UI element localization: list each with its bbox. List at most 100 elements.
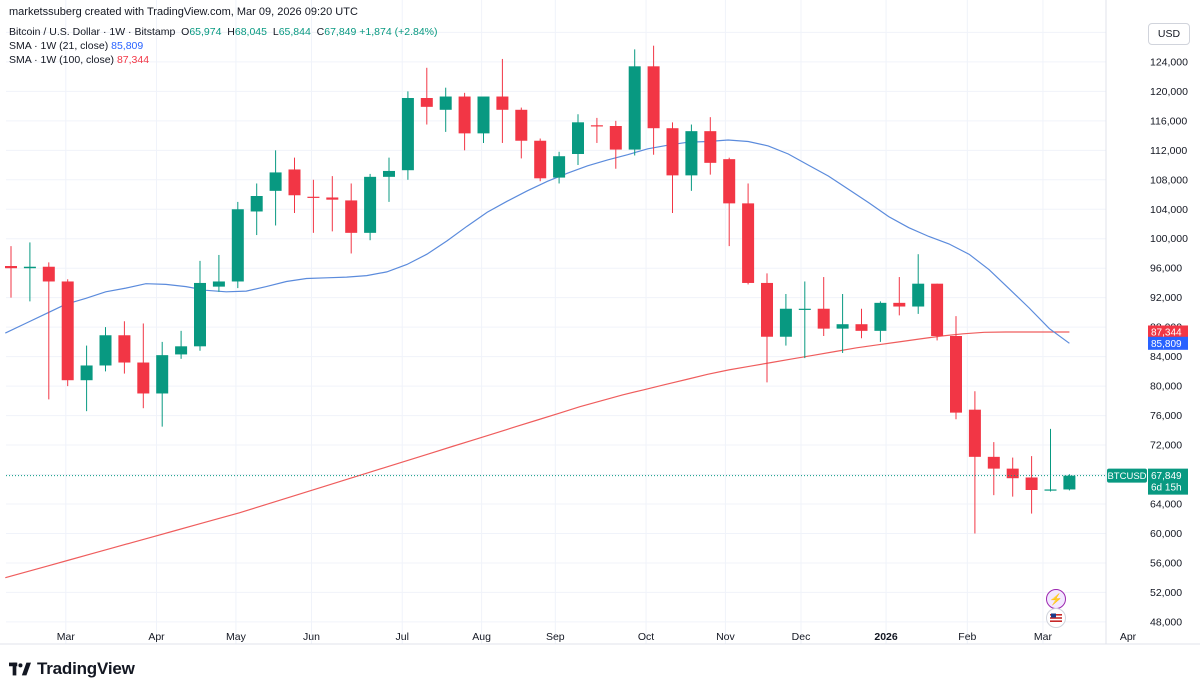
x-tick-label: Mar [1034,631,1053,643]
sma21-legend[interactable]: SMA · 1W (21, close) 85,809 [9,40,143,52]
candle-body [477,96,490,134]
y-tick-label: 120,000 [1150,86,1188,98]
candle-body [420,98,433,107]
candle-body [1044,489,1057,491]
candle-body [515,109,528,141]
candle-body [572,122,584,154]
candle-body [761,282,773,337]
candle-body [817,308,830,329]
candle-body [1063,475,1076,490]
y-tick-label: 108,000 [1150,174,1188,186]
x-tick-label: 2026 [874,631,898,643]
candle-body [439,96,452,110]
x-tick-label: Nov [716,631,735,643]
candle-body [779,308,792,337]
y-tick-label: 112,000 [1150,145,1187,157]
currency-button[interactable]: USD [1148,23,1190,45]
candle-body [401,98,414,171]
sma21-label: SMA · 1W (21, close) [9,40,109,52]
sma-21-layer [5,139,1070,344]
candle-body [137,362,150,394]
candle-body [326,197,339,200]
y-tick-label: 92,000 [1150,292,1182,304]
candle-body [704,131,717,163]
sma-100-line [5,331,1070,579]
candle-body [99,335,112,366]
y-tick-label: 80,000 [1150,381,1182,393]
sma21-value: 85,809 [111,40,144,52]
symbol-tag [1107,468,1147,483]
candle-body [874,302,887,331]
us-flag-icon[interactable] [1046,608,1066,628]
y-tick-label: 124,000 [1150,56,1188,68]
candle-body [269,172,282,191]
y-tick-label: 64,000 [1150,499,1182,511]
candle-body [590,125,603,127]
sma-21-line [5,139,1070,344]
sma100-legend[interactable]: SMA · 1W (100, close) 87,344 [9,54,149,66]
candle-body [855,324,868,331]
sma100-value: 87,344 [116,54,150,66]
candle-body [5,266,17,269]
candle-body [80,365,93,381]
candle-body [534,140,547,179]
symbol-legend[interactable]: Bitcoin / U.S. Dollar · 1W · Bitstamp O6… [9,26,438,38]
sma-price-text: 85,809 [1151,339,1182,350]
candle-body [723,159,736,204]
y-tick-label: 60,000 [1150,528,1182,540]
x-tick-label: Jun [303,631,320,643]
sma100-label: SMA · 1W (100, close) [9,54,115,66]
sma-price-tag [1148,336,1188,350]
candle-body [175,346,188,355]
candle-body [288,169,301,196]
x-tick-label: Aug [472,631,491,643]
candle-body [628,66,641,150]
current-price-text: 67,849 [1151,471,1182,482]
y-tick-label: 76,000 [1150,410,1182,422]
symbol-title: Bitcoin / U.S. Dollar · 1W · Bitstamp [9,26,176,38]
candle-body [250,196,263,212]
x-tick-label: Dec [792,631,811,643]
candlestick-layer [5,45,1076,534]
ohlc-change: +1,874 (+2.84%) [359,26,438,38]
candle-body [383,170,395,177]
ohlc-close: C67,849 [316,26,357,38]
candle-body [742,203,755,283]
candle-body [987,456,1000,469]
event-bolt-icon[interactable]: ⚡ [1046,589,1066,609]
x-tick-label: Jul [396,631,409,643]
candle-body [647,66,660,129]
x-tick-label: May [226,631,247,643]
tradingview-logo-icon [9,662,31,676]
candle-body [931,283,944,336]
y-tick-label: 84,000 [1150,351,1182,363]
y-tick-label: 104,000 [1150,204,1188,216]
brand-name: TradingView [37,659,135,678]
time-axis[interactable]: Mar Apr May Jun Jul Aug Sep Oct Nov Dec 2026 Feb Mar… [0,631,1200,645]
ohlc-open: O65,974 [181,26,222,38]
candle-body [968,409,981,457]
symbol-tag-text: BTCUSD [1107,471,1146,482]
candle-body [118,335,131,363]
candle-body [1025,477,1038,490]
candle-body [194,282,206,347]
y-tick-label: 100,000 [1150,233,1188,245]
candle-body [685,131,698,176]
candle-body [23,266,36,269]
x-tick-label: Feb [958,631,976,643]
price-axis-bg [1106,0,1200,644]
x-tick-label: Oct [638,631,654,643]
candle-body [231,209,244,282]
y-tick-label: 48,000 [1150,616,1182,628]
candle-body [345,200,358,233]
x-tick-label: Apr [148,631,165,643]
x-tick-label: Apr [1120,631,1137,643]
candle-body [458,96,471,134]
candle-body [307,196,320,198]
candle-body [553,156,566,178]
price-axis[interactable]: 48,00052,00056,00060,00064,00068,00072,0… [1105,0,1200,644]
y-tick-label: 52,000 [1150,587,1182,599]
sma-price-text: 87,344 [1151,327,1182,338]
tradingview-footer[interactable]: TradingView [9,659,135,679]
